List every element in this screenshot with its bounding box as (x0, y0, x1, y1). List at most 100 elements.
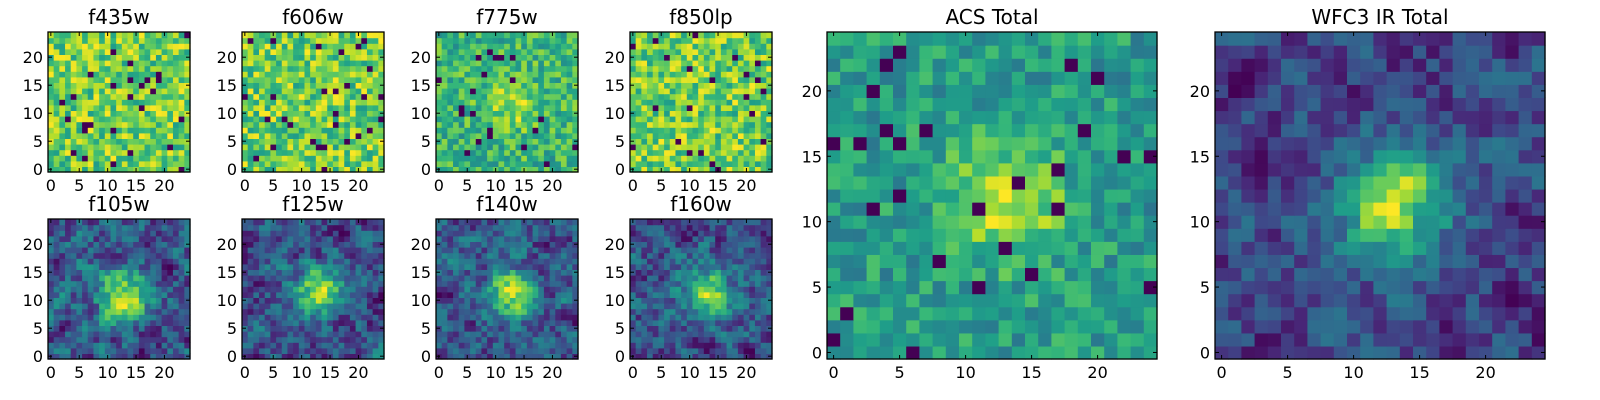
heatmap-cell (760, 121, 767, 128)
heatmap-cell (247, 258, 254, 265)
heatmap-cell (658, 325, 665, 332)
heatmap-cell (332, 82, 340, 89)
heatmap-cell (726, 149, 733, 156)
heatmap-cell (487, 116, 494, 123)
heatmap-cell (658, 121, 665, 128)
heatmap-cell (754, 132, 762, 139)
heatmap-cell (538, 263, 545, 270)
heatmap-cell (259, 230, 266, 237)
heatmap-cell (447, 342, 454, 349)
heatmap-cell (492, 138, 500, 145)
heatmap-cell (87, 104, 95, 111)
heatmap-cell (498, 110, 505, 117)
heatmap-cell (76, 252, 83, 259)
heatmap-cell (566, 60, 573, 67)
heatmap-cell (242, 286, 249, 293)
heatmap-cell (436, 342, 443, 349)
heatmap-cell (315, 319, 323, 326)
heatmap-cell (144, 65, 151, 72)
heatmap-cell (264, 219, 271, 226)
heatmap-cell (521, 235, 528, 242)
heatmap-cell (110, 224, 117, 231)
heatmap-cell (641, 37, 648, 44)
heatmap-cell (304, 275, 311, 282)
heatmap-cell (270, 43, 277, 50)
heatmap-cell (298, 121, 306, 128)
heatmap-cell (298, 54, 306, 61)
heatmap-cell (293, 155, 300, 162)
heatmap-cell (681, 82, 688, 89)
heatmap-cell (48, 280, 55, 287)
heatmap-cell (726, 88, 733, 95)
heatmap-cell (355, 132, 362, 139)
heatmap-cell (93, 160, 100, 167)
heatmap-cell (355, 331, 362, 338)
heatmap-cell (93, 319, 100, 326)
heatmap-cell (458, 99, 465, 106)
heatmap-cell (635, 353, 642, 360)
heatmap-cell (87, 280, 95, 287)
heatmap-cell (675, 297, 682, 304)
heatmap-cell (281, 275, 289, 282)
heatmap-cell (481, 71, 488, 78)
heatmap-cell (658, 336, 665, 343)
heatmap-cell (315, 247, 323, 254)
heatmap-cell (138, 104, 146, 111)
heatmap-cell (82, 121, 89, 128)
heatmap-cell (276, 82, 283, 89)
heatmap-cell (749, 291, 756, 298)
heatmap-cell (475, 258, 483, 265)
heatmap-cell (436, 93, 443, 100)
heatmap-cell (150, 82, 157, 89)
heatmap-cell (532, 347, 539, 354)
heatmap-cell (93, 82, 100, 89)
heatmap-cell (93, 43, 100, 50)
heatmap-cell (692, 342, 699, 349)
heatmap-cell (555, 297, 562, 304)
heatmap-cell (509, 303, 517, 310)
heatmap-cell (127, 76, 134, 83)
heatmap-cell (743, 297, 750, 304)
heatmap-cell (378, 65, 385, 72)
heatmap-cell (749, 319, 756, 326)
heatmap-cell (675, 71, 682, 78)
heatmap-cell (253, 241, 260, 248)
heatmap-cell (464, 99, 471, 106)
heatmap-cell (264, 160, 271, 167)
heatmap-cell (543, 336, 551, 343)
heatmap-cell (436, 71, 443, 78)
heatmap-cell (298, 325, 306, 332)
heatmap-cell (298, 286, 306, 293)
heatmap-cell (247, 82, 254, 89)
heatmap-cell (498, 286, 505, 293)
heatmap-cell (555, 121, 562, 128)
heatmap-cell (87, 144, 95, 151)
heatmap-cell (726, 48, 733, 55)
heatmap-cell (726, 336, 733, 343)
heatmap-cell (178, 43, 185, 50)
heatmap-cell (378, 127, 385, 134)
heatmap-cell (470, 166, 477, 173)
heatmap-cell (566, 308, 573, 315)
heatmap-cell (121, 48, 129, 55)
heatmap-cell (686, 331, 694, 338)
heatmap-cell (344, 110, 351, 117)
heatmap-cell (270, 263, 277, 270)
heatmap-cell (481, 149, 488, 156)
heatmap-cell (116, 336, 123, 343)
heatmap-cell (127, 93, 134, 100)
heatmap-cell (361, 269, 368, 276)
heatmap-cell (53, 121, 60, 128)
heatmap-cell (749, 54, 756, 61)
heatmap-cell (630, 37, 637, 44)
heatmap-cell (133, 319, 140, 326)
heatmap-cell (281, 121, 289, 128)
heatmap-cell (521, 286, 528, 293)
heatmap-cell (498, 116, 505, 123)
heatmap-cell (538, 149, 545, 156)
heatmap-cell (150, 155, 157, 162)
heatmap-cell (167, 319, 174, 326)
heatmap-cell (327, 291, 334, 298)
heatmap-cell (498, 93, 505, 100)
heatmap-cell (87, 275, 95, 282)
